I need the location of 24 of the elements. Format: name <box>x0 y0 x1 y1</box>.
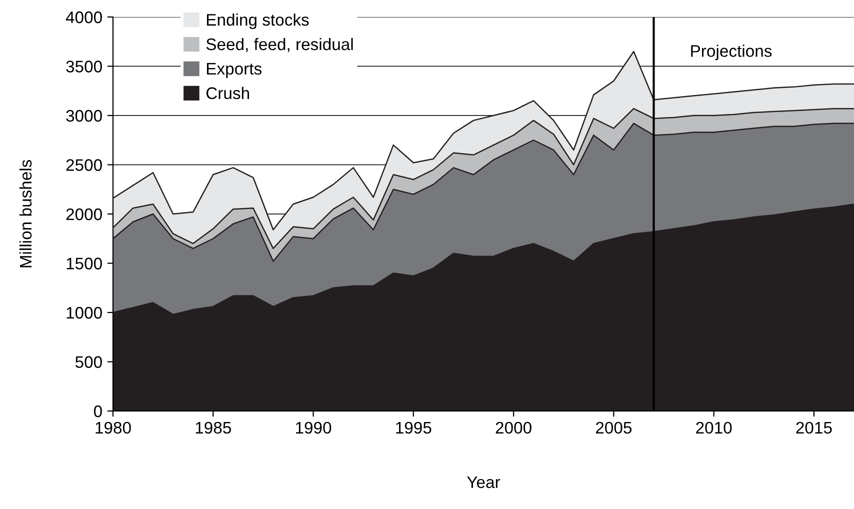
x-tick-label: 2015 <box>796 422 832 434</box>
y-tick-label: 4000 <box>66 11 102 24</box>
x-axis-title: Year <box>467 476 500 488</box>
y-tick-label: 500 <box>75 356 102 368</box>
y-tick-label: 3000 <box>66 110 102 122</box>
legend-label: Exports <box>206 63 262 78</box>
ref-line-label: Projections <box>691 44 772 60</box>
y-tick-label: 2000 <box>66 208 102 220</box>
legend-label: Crush <box>206 86 249 100</box>
y-tick-label: 1500 <box>66 258 102 270</box>
y-tick-label: 3500 <box>66 60 102 72</box>
y-axis-title: Million bushels <box>19 160 32 268</box>
x-tick-label: 1990 <box>296 422 332 434</box>
legend-label: Seed, feed, residual <box>206 38 353 52</box>
y-tick-label: 1000 <box>66 306 102 319</box>
x-tick-label: 1995 <box>396 422 432 434</box>
x-tick-label: 1985 <box>196 422 231 434</box>
x-tick-label: 2000 <box>496 422 532 434</box>
y-tick-label: 0 <box>94 405 102 418</box>
x-tick-label: 2010 <box>696 422 732 434</box>
legend-label: Ending stocks <box>206 13 309 30</box>
x-tick-label: 1980 <box>96 422 131 434</box>
x-tick-label: 2005 <box>596 422 632 434</box>
y-tick-label: 2500 <box>66 159 102 171</box>
